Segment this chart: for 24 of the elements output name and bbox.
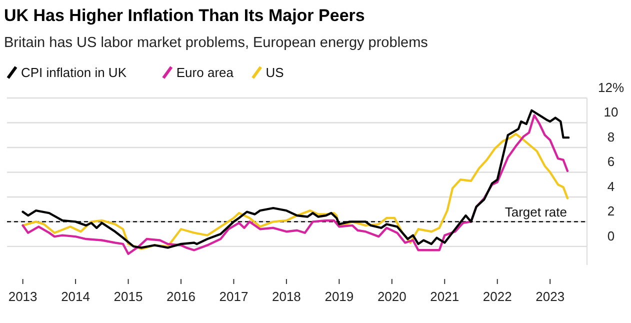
y-tick-label: 2 bbox=[607, 204, 615, 219]
x-tick-label: 2015 bbox=[114, 289, 143, 304]
x-tick-label: 2014 bbox=[61, 289, 90, 304]
x-tick-label: 2023 bbox=[536, 289, 565, 304]
x-tick-label: 2021 bbox=[430, 289, 460, 304]
y-tick-label: 0 bbox=[607, 228, 615, 244]
x-tick-label: 2017 bbox=[219, 289, 248, 304]
y-tick-label: 12% bbox=[598, 80, 624, 95]
ref-line-label: Target rate bbox=[504, 204, 567, 220]
y-tick-label: 4 bbox=[607, 178, 615, 194]
legend-label: Euro area bbox=[176, 65, 234, 80]
x-tick-label: 2013 bbox=[8, 289, 38, 304]
legend-label: CPI inflation in UK bbox=[21, 65, 127, 80]
x-tick-label: 2019 bbox=[324, 289, 354, 304]
y-tick-label: 6 bbox=[607, 154, 615, 170]
x-tick-label: 2020 bbox=[377, 289, 406, 304]
x-tick-label: 2016 bbox=[166, 289, 196, 304]
chart-title: UK Has Higher Inflation Than Its Major Peers bbox=[4, 6, 365, 25]
y-tick-label: 10 bbox=[604, 104, 618, 120]
x-tick-label: 2018 bbox=[272, 289, 301, 304]
legend-label: US bbox=[266, 65, 284, 80]
y-tick-label: 8 bbox=[607, 129, 615, 144]
x-tick-label: 2022 bbox=[482, 289, 512, 304]
chart-subtitle: Britain has US labor market problems, European energy problems bbox=[4, 35, 428, 51]
